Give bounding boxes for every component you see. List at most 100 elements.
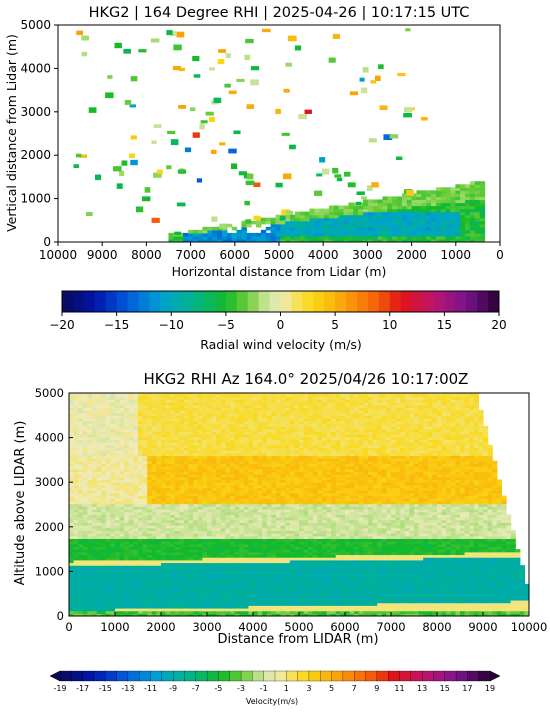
chart1-return bbox=[217, 59, 225, 65]
chart1-cell bbox=[299, 214, 306, 219]
chart2-cell bbox=[276, 450, 282, 454]
chart2-cell bbox=[156, 474, 162, 478]
chart2-cell bbox=[239, 492, 245, 497]
chart2-cell bbox=[151, 533, 157, 537]
chart2-cell bbox=[174, 565, 180, 569]
chart1-cell bbox=[178, 238, 184, 242]
chart2-cell bbox=[115, 516, 121, 521]
chart2-cell bbox=[151, 599, 157, 604]
chart2-cell bbox=[69, 581, 75, 585]
chart1-cell bbox=[387, 217, 393, 222]
chart2-cell bbox=[211, 581, 217, 585]
chart1-return bbox=[283, 88, 290, 93]
chart2-cell bbox=[179, 393, 185, 398]
chart2-cell bbox=[174, 415, 180, 419]
chart1-cell bbox=[348, 229, 354, 234]
chart2-cell bbox=[138, 514, 144, 518]
chart2-cell bbox=[285, 476, 291, 481]
chart2-cell bbox=[138, 412, 144, 416]
chart2-cell bbox=[69, 492, 75, 497]
chart2-cell bbox=[248, 538, 254, 542]
chart1-return bbox=[174, 231, 182, 236]
chart2-cell bbox=[105, 546, 111, 550]
chart1-cell bbox=[392, 223, 398, 228]
chart2-cell bbox=[234, 559, 240, 564]
chart2-cell bbox=[188, 476, 194, 481]
chart2-cell bbox=[253, 444, 259, 449]
chart2-cell bbox=[271, 516, 277, 521]
chart2-cell bbox=[101, 591, 107, 596]
chart2-cell bbox=[115, 562, 121, 566]
chart2-cell bbox=[101, 583, 107, 588]
chart2-cell bbox=[248, 434, 254, 438]
chart1-return bbox=[328, 57, 336, 63]
chart2-cell bbox=[188, 458, 194, 462]
chart1-cell bbox=[348, 238, 354, 242]
chart2-cell bbox=[133, 573, 139, 577]
chart1-cell bbox=[168, 232, 174, 237]
chart2-cell bbox=[262, 581, 268, 585]
chart2-cell bbox=[69, 578, 75, 582]
chart2-cell bbox=[165, 607, 171, 612]
chart1-cell bbox=[333, 214, 340, 219]
chart1-cell bbox=[401, 217, 408, 222]
chart2-cell bbox=[216, 431, 222, 435]
chart2-cell bbox=[184, 417, 190, 422]
chart2-cell bbox=[115, 508, 121, 513]
chart2-cell bbox=[119, 562, 125, 566]
chart2-cell bbox=[262, 447, 268, 451]
chart2-cell bbox=[184, 562, 190, 566]
chart2-cell bbox=[156, 506, 162, 510]
chart2-cell bbox=[128, 399, 134, 403]
chart2-cell bbox=[128, 484, 134, 489]
chart2-cell bbox=[234, 407, 240, 411]
chart2-cell bbox=[96, 452, 102, 457]
chart2-cell bbox=[101, 543, 107, 548]
chart1-cell bbox=[256, 232, 262, 237]
chart2-cell bbox=[128, 447, 134, 451]
chart1-cell bbox=[397, 199, 403, 204]
chart1-cell bbox=[348, 220, 354, 225]
chart2-cell bbox=[253, 498, 259, 502]
chart1-cell bbox=[353, 220, 359, 225]
chart2-cell bbox=[184, 538, 190, 542]
chart1-return bbox=[172, 65, 181, 71]
chart2-cell bbox=[101, 487, 107, 491]
chart2-cell bbox=[216, 575, 222, 580]
chart2-cell bbox=[156, 511, 162, 515]
chart2-cell bbox=[124, 431, 130, 435]
chart2-cell bbox=[197, 607, 203, 612]
chart1-cell bbox=[435, 232, 442, 237]
chart2-cell bbox=[151, 554, 157, 558]
chart2-cell bbox=[243, 551, 249, 556]
chart2-cell bbox=[170, 554, 176, 558]
chart2-cell bbox=[225, 599, 231, 604]
chart2-cell bbox=[276, 439, 282, 443]
chart2-cell bbox=[266, 597, 272, 601]
chart2-cell bbox=[110, 591, 116, 596]
chart2-cell bbox=[110, 393, 116, 398]
chart1-cell bbox=[265, 226, 272, 231]
chart2-cell bbox=[124, 583, 130, 588]
chart2-cell bbox=[170, 535, 176, 539]
chart2-cell bbox=[115, 484, 121, 489]
chart2-cell bbox=[138, 567, 144, 572]
chart2-cell bbox=[92, 527, 98, 531]
chart2-cell bbox=[101, 426, 107, 430]
chart2-cell bbox=[87, 476, 93, 481]
chart2-cell bbox=[285, 479, 291, 483]
chart1-cell bbox=[299, 223, 306, 228]
chart2-cell bbox=[151, 589, 157, 593]
chart2-cell bbox=[220, 399, 226, 403]
chart2-cell bbox=[248, 530, 254, 534]
chart2-cell bbox=[276, 492, 282, 497]
chart2-cell bbox=[253, 599, 259, 604]
chart2-cell bbox=[202, 554, 208, 558]
chart2-cell bbox=[230, 565, 236, 569]
chart2-cell bbox=[115, 455, 121, 459]
chart2-cell bbox=[266, 551, 272, 556]
chart2-cell bbox=[193, 498, 199, 502]
chart2-cell bbox=[243, 455, 249, 459]
chart2-cell bbox=[78, 546, 84, 550]
chart2-cell bbox=[243, 503, 249, 507]
